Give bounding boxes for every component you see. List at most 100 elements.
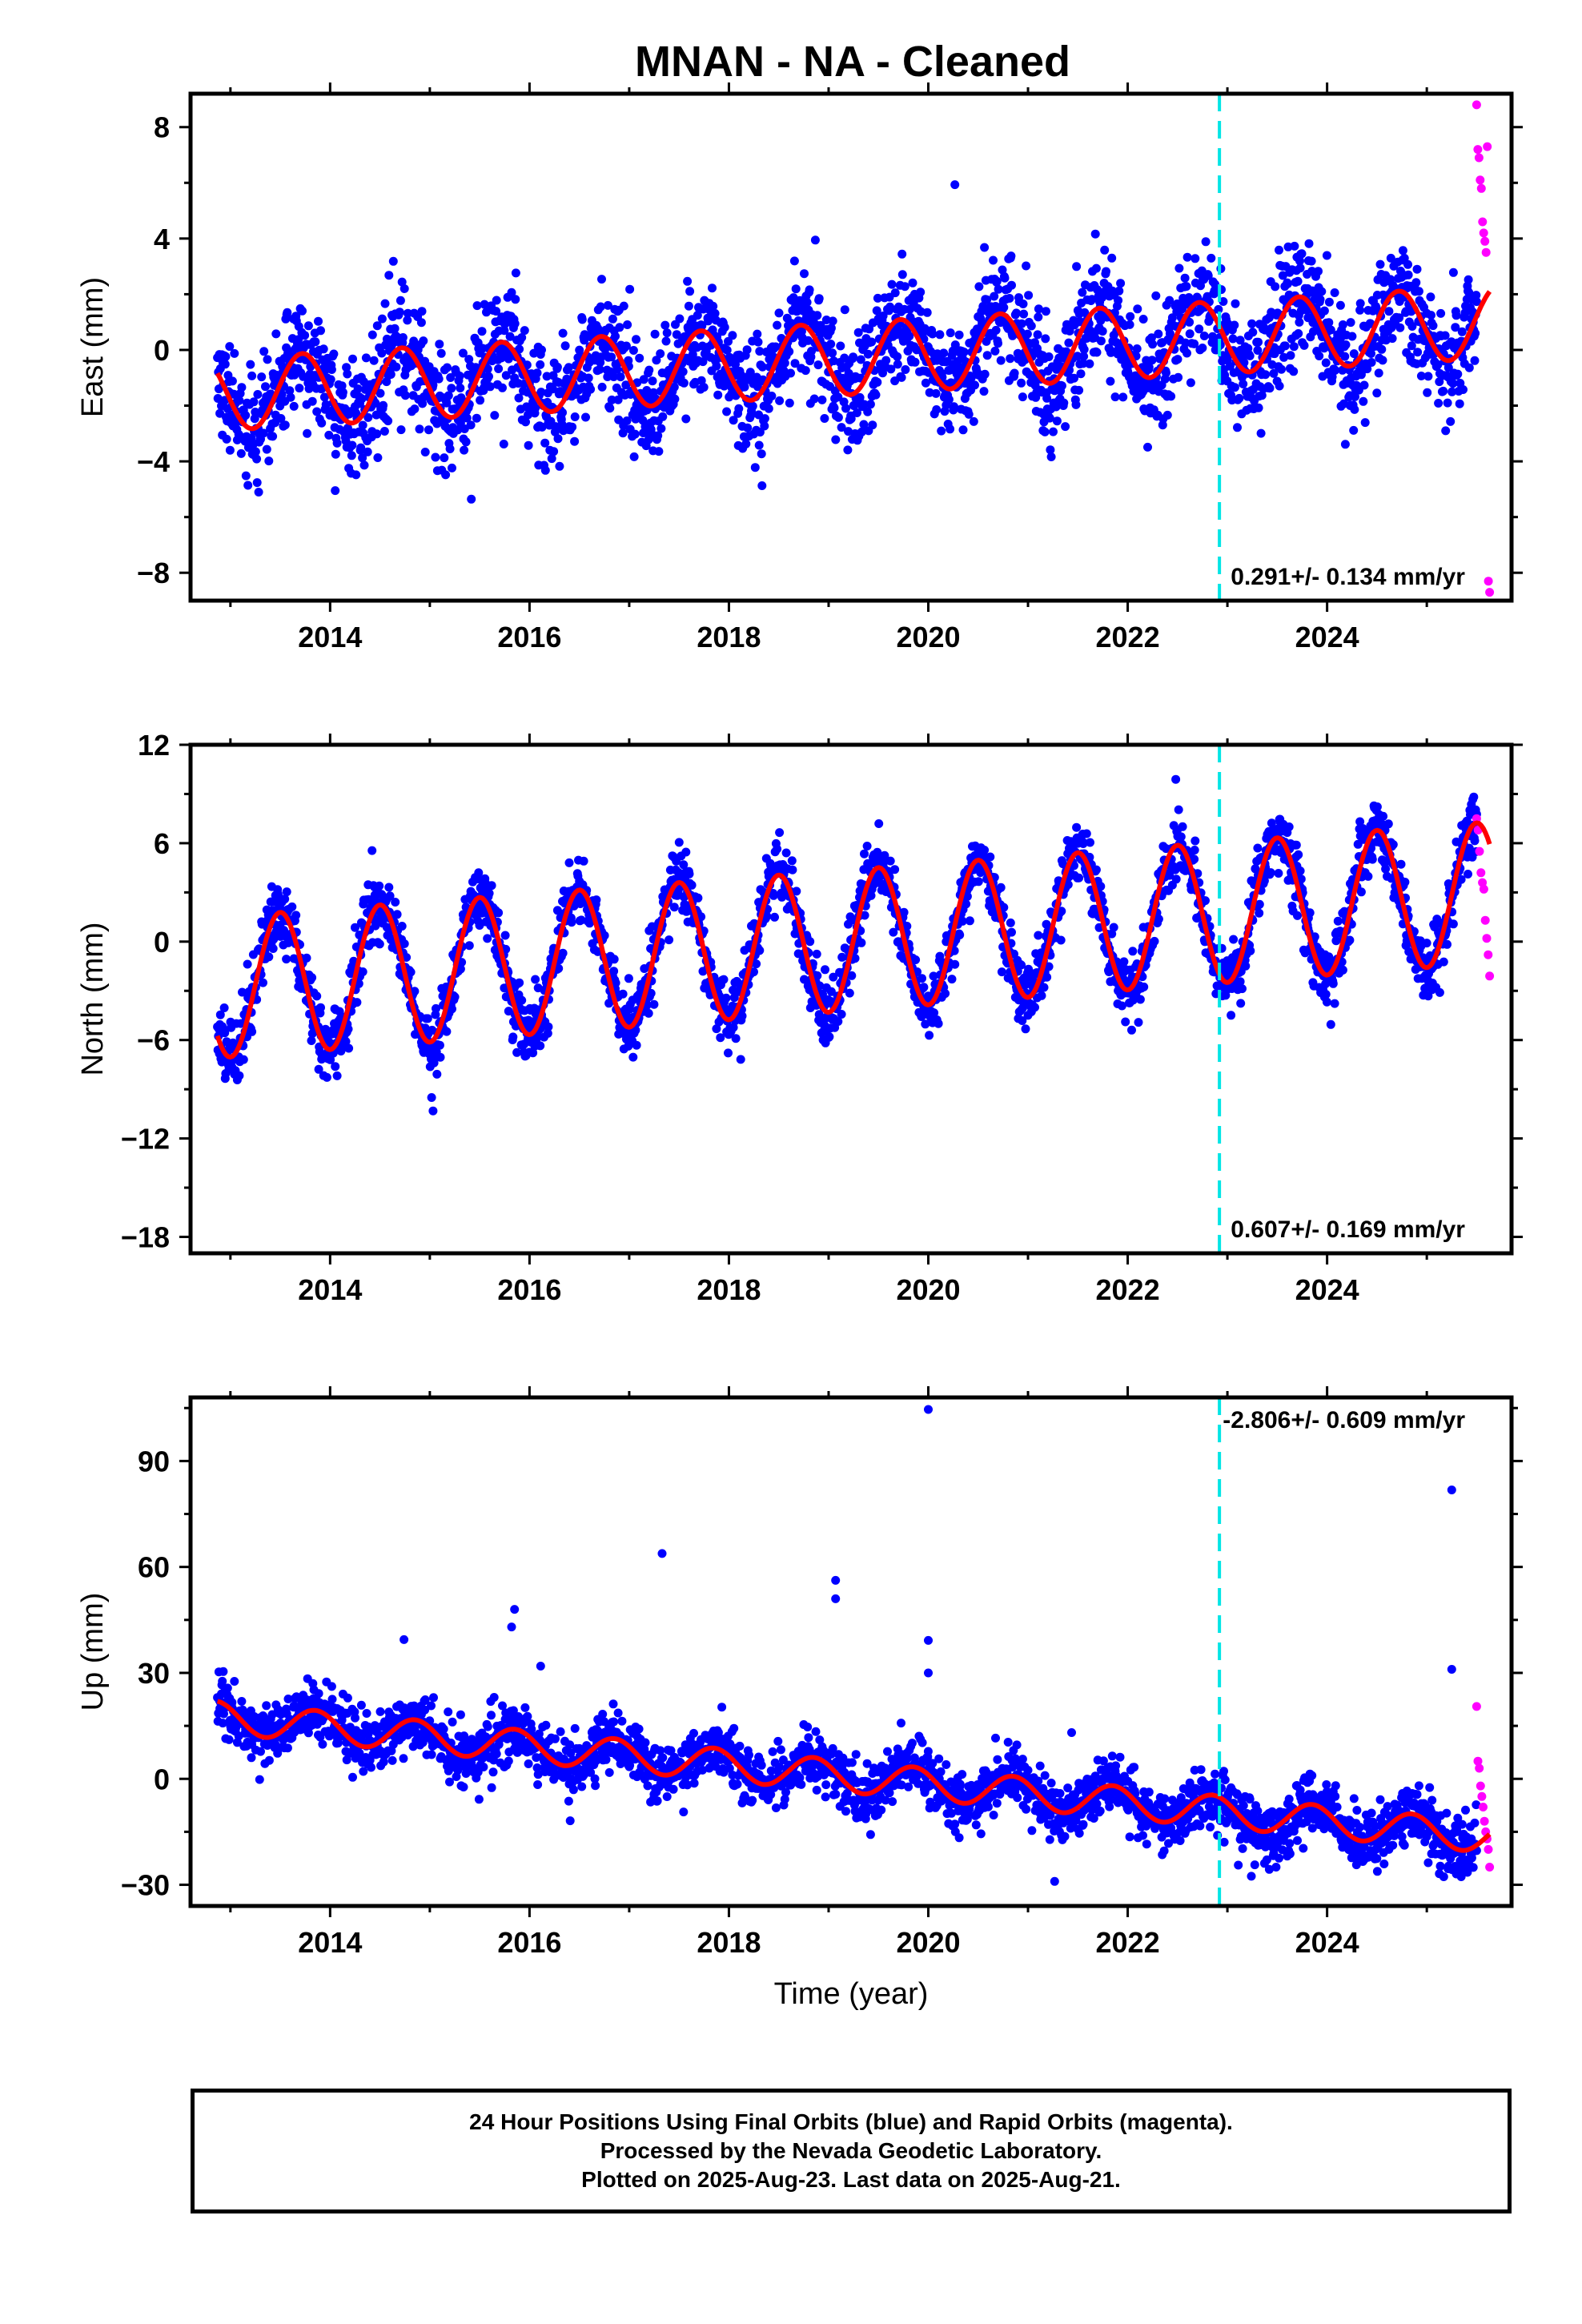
data-point [862, 842, 872, 850]
data-point [982, 295, 992, 304]
data-point [1470, 356, 1480, 365]
east-rate-label: 0.291+/- 0.134 mm/yr [1231, 564, 1465, 590]
rapid-point [1473, 145, 1483, 155]
data-point [505, 332, 515, 341]
data-point [931, 388, 941, 398]
data-point [1135, 995, 1145, 1004]
data-point [856, 355, 865, 364]
data-point [1315, 352, 1324, 360]
data-point [1261, 370, 1271, 380]
data-point [722, 407, 732, 416]
data-point [753, 329, 762, 339]
data-point [658, 412, 668, 421]
data-point [780, 358, 789, 368]
data-point [928, 329, 938, 339]
data-point [483, 934, 492, 943]
data-point [324, 1038, 334, 1047]
data-point [1319, 306, 1329, 316]
data-point [1335, 300, 1345, 310]
data-point [881, 356, 891, 365]
data-point [785, 347, 794, 356]
data-point [1203, 271, 1213, 280]
data-point [661, 336, 671, 346]
data-point [1063, 880, 1073, 890]
data-point [264, 456, 274, 466]
data-point [1280, 341, 1290, 351]
data-point [480, 300, 489, 309]
data-point [1395, 313, 1404, 323]
data-point [367, 846, 377, 855]
data-point [1174, 372, 1183, 382]
data-point [941, 989, 950, 999]
data-point [536, 388, 546, 397]
data-point [500, 931, 510, 940]
data-point [510, 319, 520, 328]
data-point [391, 898, 400, 907]
data-point [950, 180, 960, 190]
data-point [1040, 427, 1050, 436]
data-point [775, 396, 785, 405]
data-point [669, 382, 679, 392]
data-point [757, 362, 767, 372]
data-point [300, 331, 310, 340]
data-point [1229, 935, 1239, 944]
data-point [383, 416, 393, 426]
data-point [1464, 275, 1473, 284]
data-point [629, 452, 639, 461]
data-point [472, 413, 481, 423]
data-point [781, 848, 791, 858]
data-point [661, 320, 670, 330]
data-point [635, 353, 644, 363]
data-point [1443, 398, 1452, 408]
data-point [1042, 972, 1052, 982]
data-point [358, 420, 367, 430]
data-point [377, 314, 387, 324]
data-point [900, 282, 909, 292]
data-point [482, 308, 491, 317]
data-point [1022, 329, 1032, 339]
data-point [332, 438, 342, 448]
data-point [536, 360, 545, 369]
rapid-point [1483, 142, 1492, 151]
east-final-orbit-points [213, 180, 1481, 504]
data-point [595, 364, 604, 374]
data-point [1061, 422, 1070, 432]
data-point [774, 308, 784, 318]
data-point [1126, 312, 1135, 321]
data-point [385, 891, 395, 901]
data-point [287, 902, 297, 911]
data-point [613, 395, 623, 404]
data-point [807, 347, 816, 356]
data-point [1239, 358, 1249, 368]
data-point [1294, 329, 1303, 338]
data-point [342, 363, 351, 372]
data-point [363, 447, 372, 456]
data-point [581, 412, 590, 422]
data-point [980, 369, 990, 379]
data-point [1360, 418, 1370, 428]
data-point [1293, 276, 1303, 286]
data-point [1386, 253, 1395, 263]
data-point [954, 330, 964, 340]
data-point [448, 463, 456, 472]
data-point [303, 428, 312, 438]
x-tick-label: 2020 [896, 621, 960, 653]
data-point [754, 440, 764, 450]
data-point [332, 1071, 342, 1080]
data-point [359, 460, 369, 470]
data-point [1238, 984, 1247, 994]
data-point [314, 316, 323, 326]
data-point [1246, 946, 1255, 955]
data-point [322, 1072, 331, 1082]
data-point [375, 388, 385, 398]
data-point [1166, 392, 1176, 401]
data-point [251, 447, 260, 456]
data-point [1423, 388, 1432, 397]
data-point [1138, 315, 1148, 324]
data-point [1472, 291, 1481, 300]
data-point [1017, 378, 1026, 388]
data-point [586, 384, 596, 394]
data-point [1326, 1019, 1335, 1029]
data-point [841, 404, 850, 413]
data-point [375, 881, 384, 891]
